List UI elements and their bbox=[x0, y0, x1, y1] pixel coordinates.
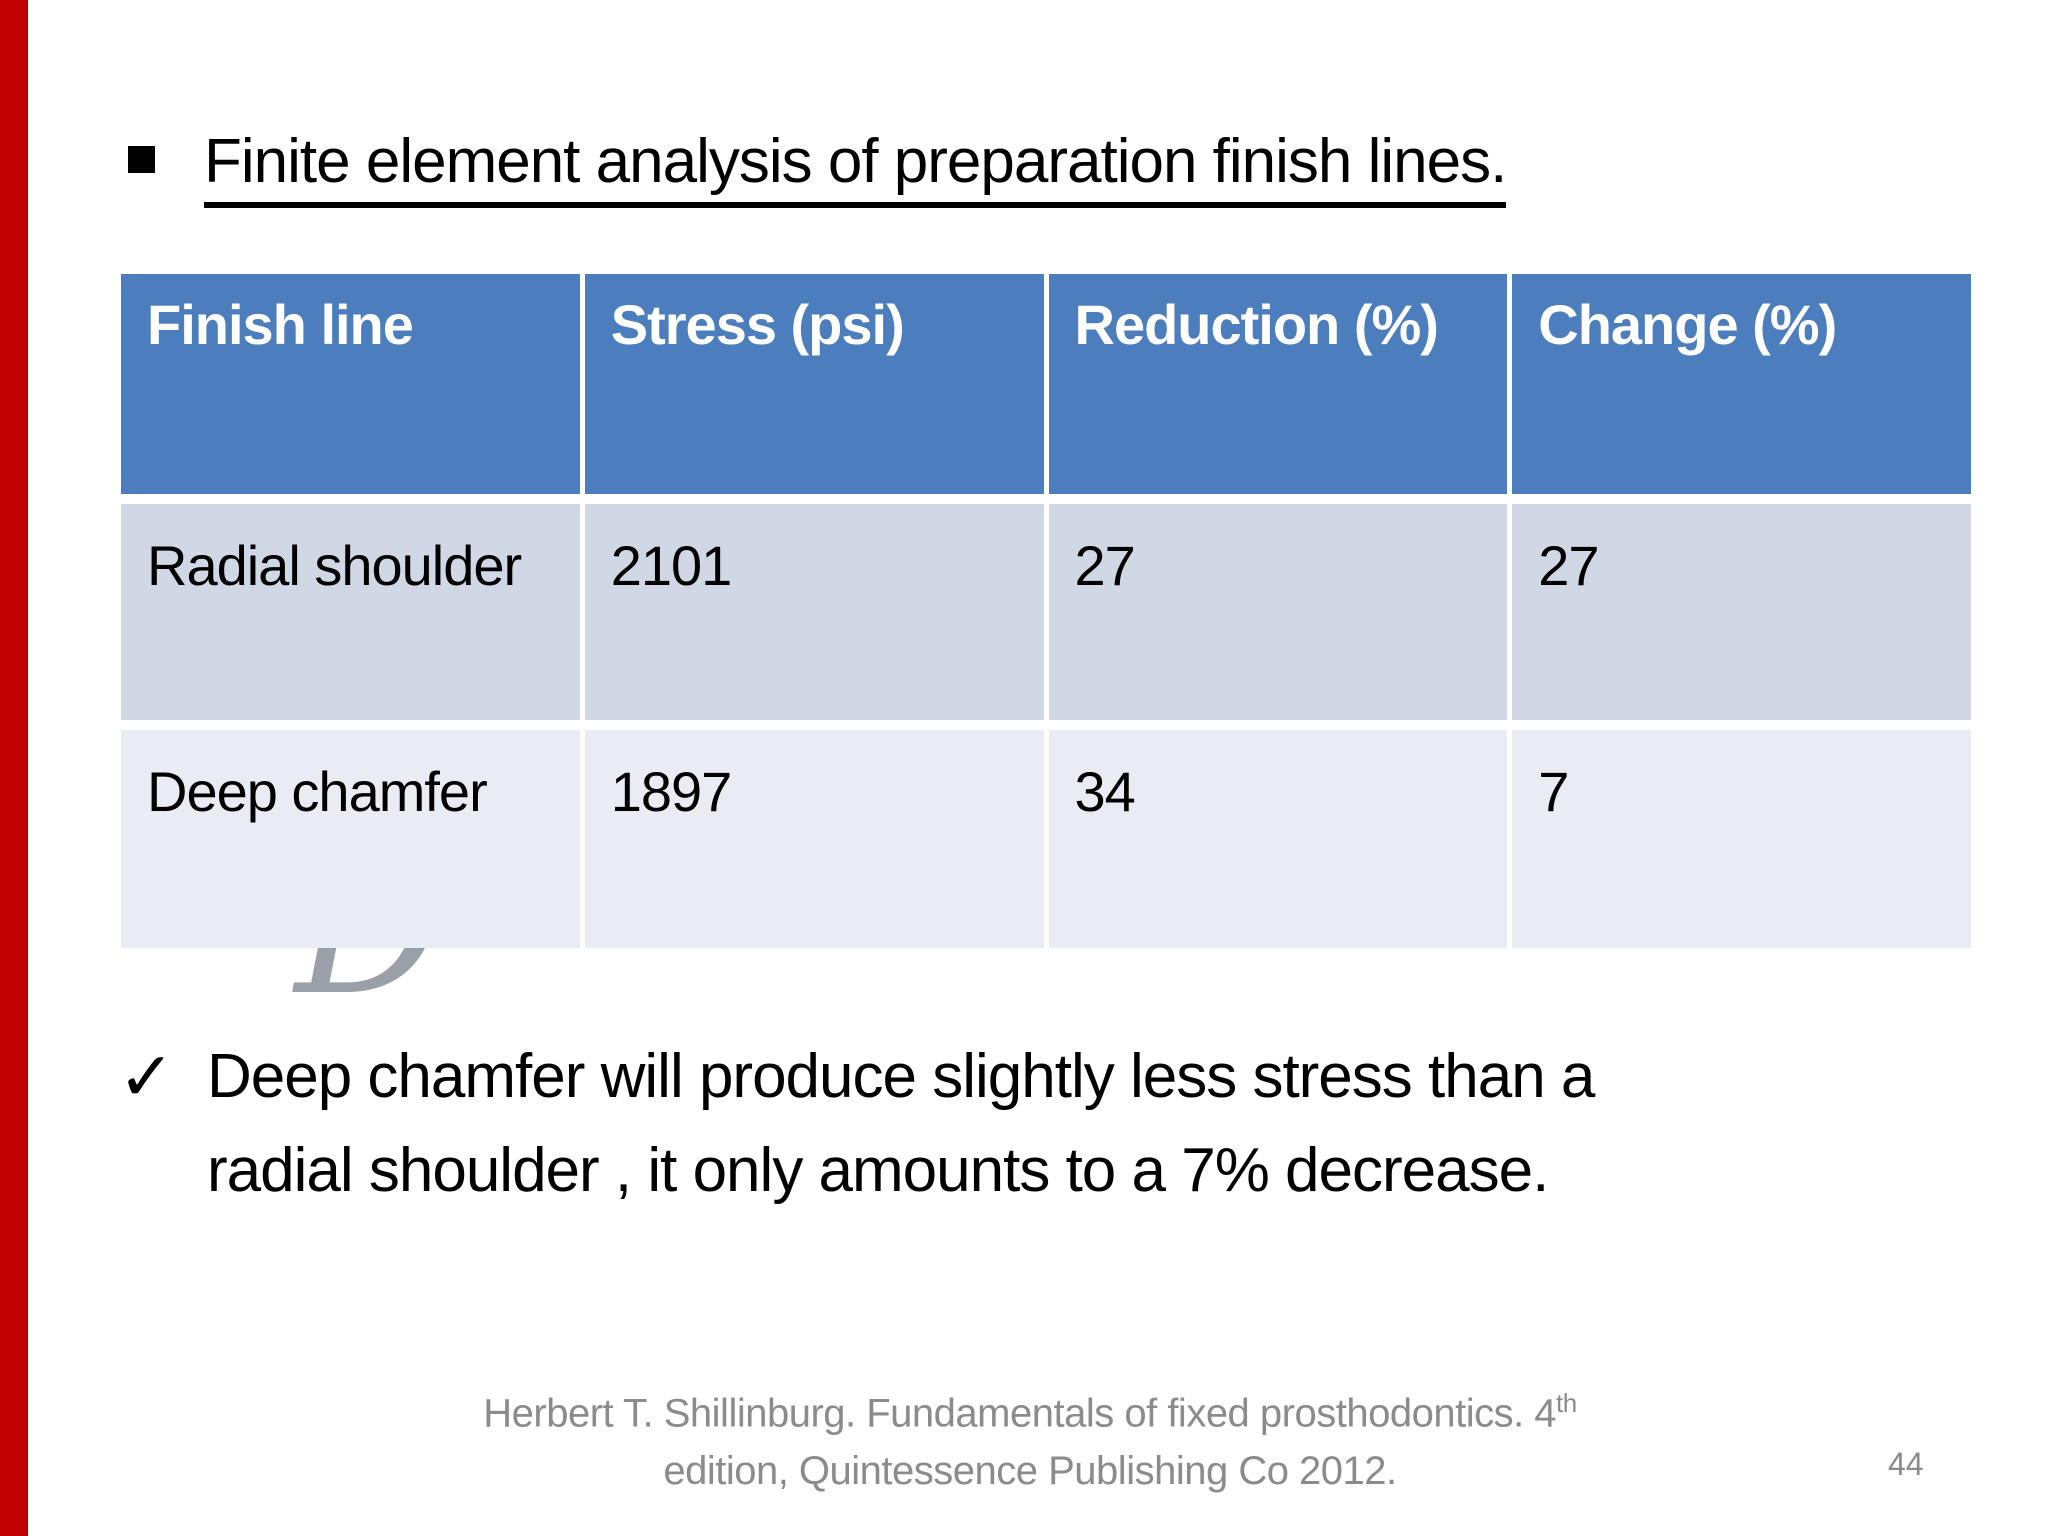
page-title: Finite element analysis of preparation f… bbox=[204, 126, 1507, 208]
table-cell: 7 bbox=[1512, 730, 1971, 948]
table-cell: Radial shoulder bbox=[121, 504, 580, 720]
results-table: Finish line Stress (psi) Reduction (%) C… bbox=[121, 274, 1971, 948]
conclusion-line-1: Deep chamfer will produce slightly less … bbox=[206, 1042, 1595, 1111]
table-header-finish-line: Finish line bbox=[121, 274, 580, 494]
table-cell: 34 bbox=[1048, 730, 1508, 948]
table-header-stress: Stress (psi) bbox=[584, 274, 1044, 494]
title-row: Finite element analysis of preparation f… bbox=[204, 126, 1507, 208]
citation-line-1-text: Herbert T. Shillinburg. Fundamentals of … bbox=[483, 1391, 1557, 1436]
table-header-reduction: Reduction (%) bbox=[1048, 274, 1508, 494]
table-cell: Deep chamfer bbox=[121, 730, 580, 948]
checkmark-icon: ✓ bbox=[118, 1039, 175, 1115]
table-cell: 2101 bbox=[584, 504, 1044, 720]
table-header-change: Change (%) bbox=[1512, 274, 1971, 494]
cell-text: Radial shoulder bbox=[147, 534, 522, 597]
table-cell: 27 bbox=[1048, 504, 1508, 720]
title-bullet-square bbox=[128, 146, 155, 173]
table-cell: 1897 bbox=[584, 730, 1044, 948]
conclusion-line-2: radial shoulder , it only amounts to a 7… bbox=[206, 1136, 1549, 1205]
conclusion-text: Deep chamfer will produce slightly less … bbox=[206, 1030, 1595, 1218]
conclusion-note: ✓ Deep chamfer will produce slightly les… bbox=[118, 1030, 1968, 1218]
citation-line-2: edition, Quintessence Publishing Co 2012… bbox=[663, 1449, 1397, 1494]
citation-line-1: Herbert T. Shillinburg. Fundamentals of … bbox=[330, 1374, 1730, 1442]
left-accent-bar bbox=[0, 0, 28, 1536]
citation: Herbert T. Shillinburg. Fundamentals of … bbox=[330, 1374, 1730, 1500]
cell-text: Deep chamfer bbox=[147, 760, 488, 823]
page-number: 44 bbox=[1888, 1446, 1924, 1482]
table-cell: 27 bbox=[1512, 504, 1971, 720]
citation-superscript: th bbox=[1556, 1388, 1577, 1418]
